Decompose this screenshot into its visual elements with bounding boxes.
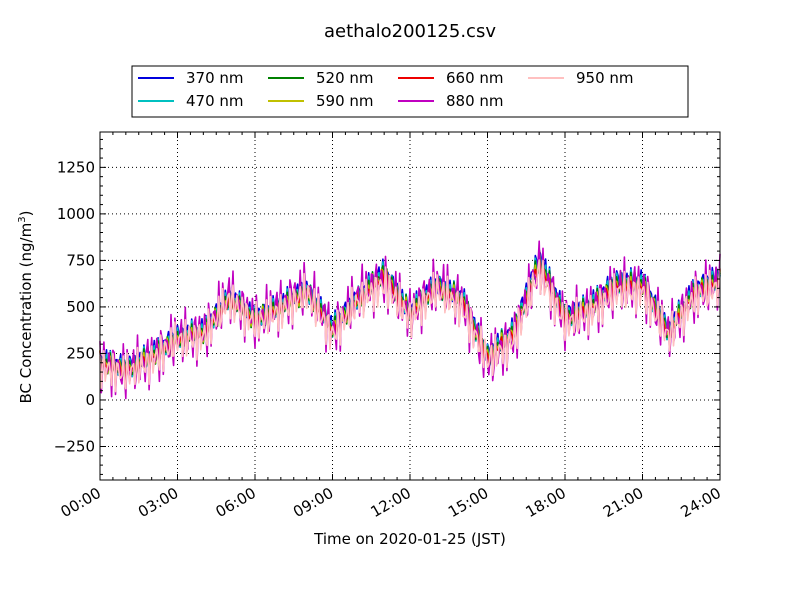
x-tick-label: 21:00 xyxy=(600,484,646,521)
legend-label: 590 nm xyxy=(316,92,374,110)
plot-frame xyxy=(99,131,721,481)
x-tick-label: 12:00 xyxy=(368,484,414,521)
legend-label: 880 nm xyxy=(446,92,504,110)
x-tick-label: 18:00 xyxy=(523,484,569,521)
legend-box xyxy=(131,65,689,118)
series-line xyxy=(99,259,721,393)
y-tick-label: 1250 xyxy=(57,158,95,176)
legend: 370 nm 470 nm 520 nm 590 nm 660 nm 880 nm 950 … xyxy=(131,65,689,118)
y-tick-label: 250 xyxy=(66,344,95,362)
legend-label: 520 nm xyxy=(316,69,374,87)
y-tick-label: 0 xyxy=(85,391,95,409)
x-tick-label: 06:00 xyxy=(213,484,259,521)
legend-label: 950 nm xyxy=(576,69,634,87)
y-tick-label: 500 xyxy=(66,298,95,316)
y-tick-label: −250 xyxy=(54,438,95,456)
y-axis-label: BC Concentration (ng/m3) xyxy=(17,211,35,404)
x-tick-label: 09:00 xyxy=(290,484,336,521)
legend-label: 370 nm xyxy=(186,69,244,87)
x-axis-label: Time on 2020-01-25 (JST) xyxy=(313,530,506,548)
x-tick-label: 15:00 xyxy=(445,484,491,521)
grid-lines xyxy=(100,132,720,480)
y-tick-label: 750 xyxy=(66,251,95,269)
legend-label: 470 nm xyxy=(186,92,244,110)
x-tick-label: 24:00 xyxy=(678,484,724,521)
x-tick-label: 03:00 xyxy=(135,484,181,521)
legend-label: 660 nm xyxy=(446,69,504,87)
x-tick-label: 00:00 xyxy=(58,484,104,521)
chart-title: aethalo200125.csv xyxy=(324,21,496,42)
axis-ticks: 00:00 03:00 06:00 09:00 12:00 15:00 18:00 21:00… xyxy=(54,132,724,521)
y-tick-label: 1000 xyxy=(57,205,95,223)
series-layer xyxy=(99,240,721,400)
